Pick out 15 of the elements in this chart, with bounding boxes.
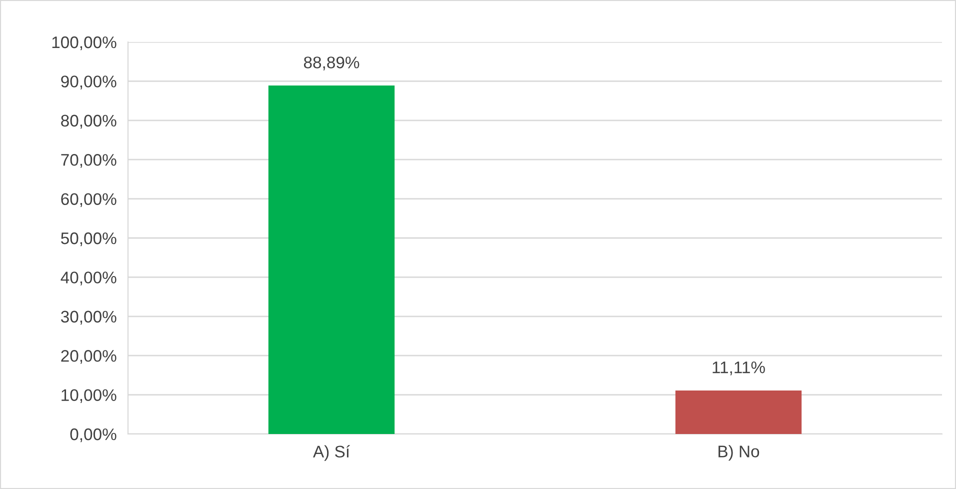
y-tick-label: 30,00% (61, 310, 116, 325)
y-tick-label: 20,00% (61, 350, 116, 364)
y-tick-label: 60,00% (61, 193, 116, 207)
y-tick-label: 40,00% (60, 272, 116, 286)
y-tick-label: 80,00% (61, 114, 116, 129)
y-tick-label: 50,00% (61, 232, 116, 246)
y-tick-label: 100,00% (52, 36, 116, 50)
data-label: 88,89% (304, 56, 360, 70)
data-label: 11,11% (712, 362, 765, 376)
y-tick-label: 0,00% (70, 428, 116, 442)
x-tick-label: B) No (718, 445, 760, 461)
x-tick-label: A) Sí (313, 445, 350, 461)
y-tick-label: 90,00% (61, 76, 116, 90)
y-tick-label: 70,00% (61, 154, 116, 168)
y-tick-label: 10,00% (62, 389, 116, 403)
